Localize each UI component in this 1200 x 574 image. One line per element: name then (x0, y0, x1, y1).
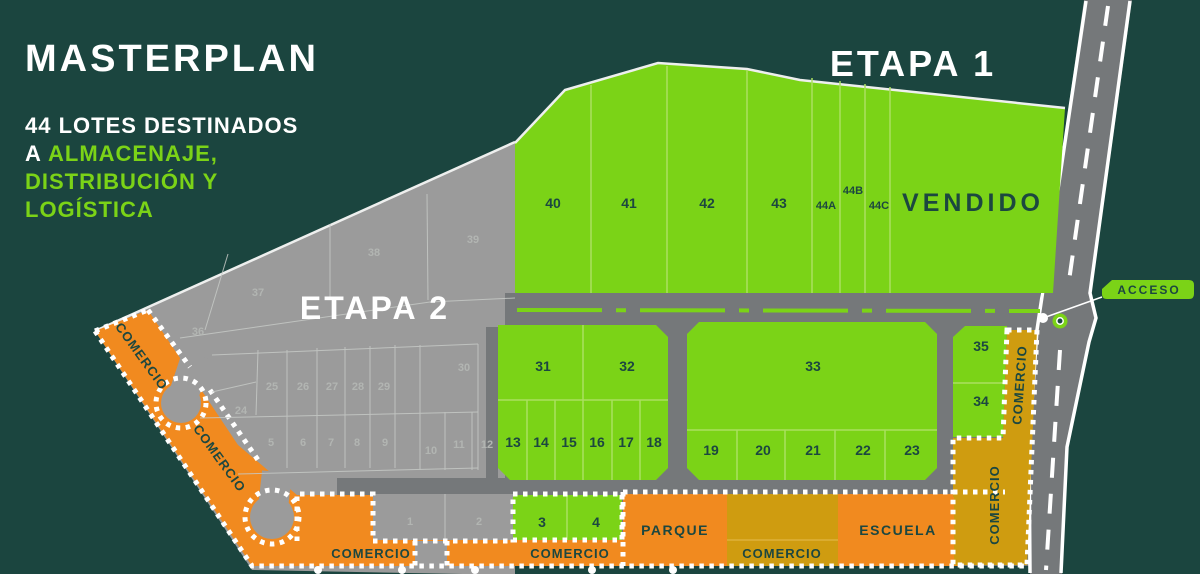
lot-label-44c: 44C (869, 200, 889, 212)
escuela-label: ESCUELA (859, 522, 936, 538)
south-road-stub (415, 541, 447, 566)
lot-label-13: 13 (505, 434, 521, 450)
lot-label-38: 38 (368, 247, 380, 259)
lot-label-17: 17 (618, 434, 634, 450)
lot-label-27: 27 (326, 381, 338, 393)
etapa2-label: ETAPA 2 (300, 290, 450, 326)
main-road-right-edge (1059, 0, 1132, 574)
acceso-label: ACCESO (1117, 283, 1180, 297)
lot-label-34: 34 (973, 393, 989, 409)
page-title: MASTERPLAN (25, 38, 319, 80)
gray-lots-south (373, 494, 513, 540)
lot-label-10: 10 (425, 445, 437, 457)
lot-label-11: 11 (453, 439, 465, 451)
lot-label-20: 20 (755, 442, 771, 458)
lot-label-6: 6 (300, 437, 306, 449)
lot-label-44b: 44B (843, 185, 863, 197)
parque-label: PARQUE (641, 522, 709, 538)
lot-label-8: 8 (354, 437, 360, 449)
vertical-road-west (486, 327, 498, 478)
subtitle-line4: LOGÍSTICA (25, 197, 154, 222)
lot-label-30: 30 (458, 362, 470, 374)
lot-label-24: 24 (235, 405, 248, 417)
lot-label-41: 41 (621, 195, 637, 211)
lot-label-5: 5 (268, 437, 274, 449)
etapa1-lot-lines (590, 66, 891, 293)
subtitle-line1: 44 LOTES DESTINADOS (25, 113, 298, 138)
comercio-label-3: COMERCIO (331, 546, 411, 561)
lot-label-12: 12 (481, 439, 493, 451)
lot-label-19: 19 (703, 442, 719, 458)
commercial-band-southwest (95, 310, 623, 566)
etapa2-lot-lines (179, 193, 516, 475)
internal-road-lane-marks (516, 308, 1041, 313)
culdesac-2 (250, 495, 294, 539)
lot-label-35: 35 (973, 338, 989, 354)
lot-label-39: 39 (467, 234, 479, 246)
lot-label-26: 26 (297, 381, 309, 393)
lot-label-43: 43 (771, 195, 787, 211)
acceso-callout-line (1045, 296, 1103, 318)
lot-label-21: 21 (805, 442, 821, 458)
horizontal-road-south (337, 478, 507, 498)
lot-label-3: 3 (538, 514, 546, 530)
parque-block (623, 494, 727, 566)
central-block-lot-lines (498, 325, 1005, 480)
lot-label-40: 40 (545, 195, 561, 211)
lot-label-25: 25 (266, 381, 278, 393)
lot-label-37: 37 (252, 287, 264, 299)
lot-label-31: 31 (535, 358, 551, 374)
lot-label-2: 2 (476, 516, 482, 528)
commercial-dotted-borders (92, 307, 1040, 569)
lot-label-14: 14 (533, 434, 549, 450)
block-right-green (953, 326, 1007, 437)
lot-label-7: 7 (328, 437, 334, 449)
comercio-label-5: COMERCIO (742, 546, 822, 561)
lot-label-29: 29 (378, 381, 390, 393)
lot-label-32: 32 (619, 358, 635, 374)
comercio-label-6: COMERCIO (1009, 345, 1030, 425)
subtitle-line2-white: A (25, 141, 42, 166)
etapa1-label: ETAPA 1 (830, 43, 996, 84)
lot-label-1: 1 (407, 516, 413, 528)
main-road-center-dashes-bottom (1044, 349, 1062, 571)
lot-label-44a: 44A (816, 200, 836, 212)
vendido-label: VENDIDO (902, 189, 1044, 217)
lot-label-4: 4 (592, 514, 600, 530)
lot-label-42: 42 (699, 195, 715, 211)
lot-label-23: 23 (904, 442, 920, 458)
junction-dot (1038, 313, 1048, 323)
lot-label-36: 36 (192, 326, 204, 338)
comercio-ochre-block (727, 494, 838, 566)
lot-label-18: 18 (646, 434, 662, 450)
comercio-label-4: COMERCIO (530, 546, 610, 561)
etapa1-green-area (515, 63, 1065, 293)
subtitle-line2-green: ALMACENAJE, (48, 141, 218, 166)
lot-label-9: 9 (382, 437, 388, 449)
lot-label-16: 16 (589, 434, 605, 450)
etapa2-top-boundary (94, 140, 516, 333)
escuela-block (838, 494, 958, 566)
block-east-green (687, 322, 937, 480)
entry-markers (314, 566, 677, 574)
subtitle-line3: DISTRIBUCIÓN Y (25, 169, 218, 194)
comercio-label-7: COMERCIO (987, 465, 1002, 545)
lot-label-28: 28 (352, 381, 364, 393)
etapa1-top-boundary (514, 61, 1066, 144)
culdesac-1 (161, 383, 201, 423)
roundabout-inner (1056, 317, 1064, 325)
main-road-center-dashes-top (1066, 5, 1110, 289)
acceso-badge (1102, 280, 1194, 299)
lot-label-15: 15 (561, 434, 577, 450)
commercial-strip-east (953, 330, 1037, 565)
lot-label-33: 33 (805, 358, 821, 374)
lot-label-22: 22 (855, 442, 871, 458)
